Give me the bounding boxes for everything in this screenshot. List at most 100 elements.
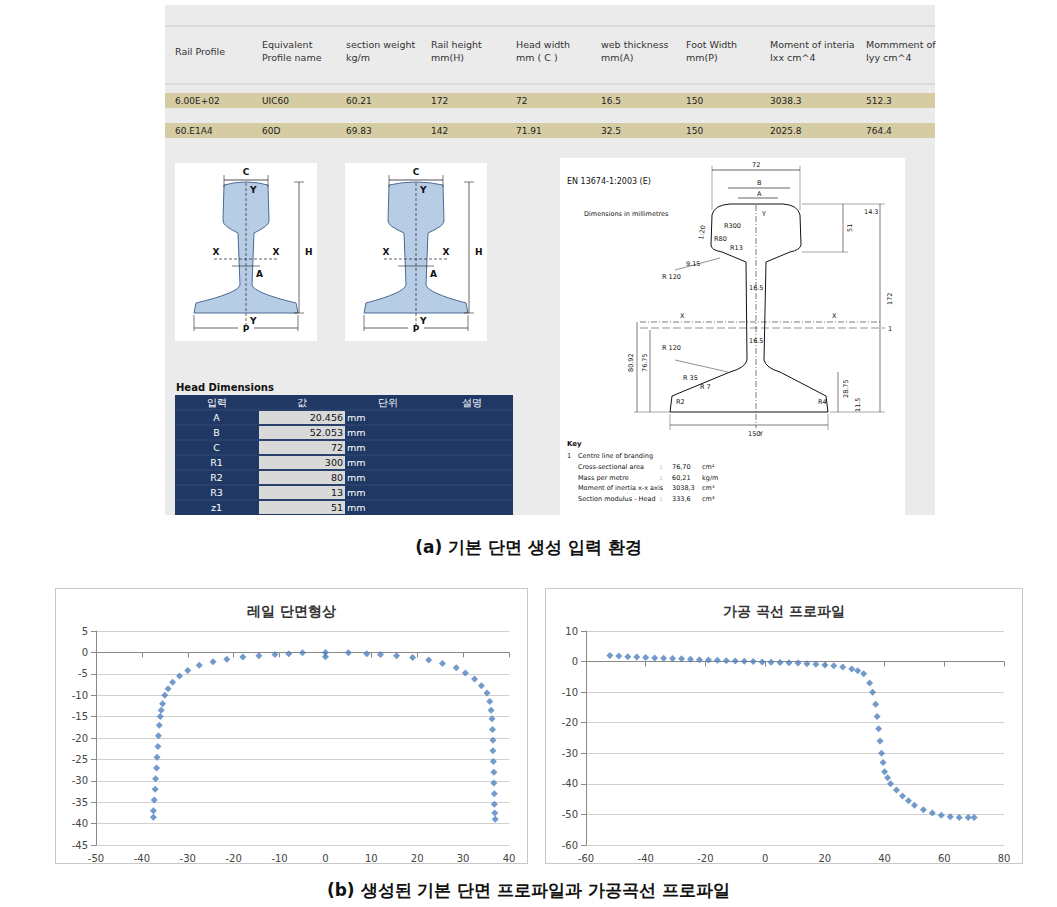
svg-text:-30: -30	[180, 853, 196, 864]
svg-text:76.75: 76.75	[641, 353, 649, 372]
svg-text:A: A	[430, 269, 437, 279]
svg-text:172: 172	[431, 96, 448, 106]
svg-text:60.21: 60.21	[346, 96, 372, 106]
svg-text:0: 0	[572, 656, 578, 667]
svg-text:0: 0	[322, 853, 328, 864]
svg-text:40: 40	[878, 853, 891, 864]
svg-text:3038.3: 3038.3	[770, 96, 802, 106]
svg-text:Y: Y	[249, 185, 257, 195]
svg-text:web thickness: web thickness	[601, 39, 669, 50]
svg-text:51: 51	[846, 224, 854, 232]
svg-text:C: C	[243, 167, 250, 177]
svg-text:6.00E+02: 6.00E+02	[175, 96, 220, 106]
svg-text:EN 13674-1:2003 (E): EN 13674-1:2003 (E)	[567, 177, 651, 186]
svg-text:단위: 단위	[378, 397, 398, 408]
svg-text:52.053: 52.053	[310, 427, 343, 438]
svg-text:P: P	[243, 324, 250, 334]
svg-text:Mass per metre: Mass per metre	[578, 474, 629, 482]
svg-text:30: 30	[457, 853, 470, 864]
svg-text:mm: mm	[347, 412, 366, 423]
svg-text:Ixx cm^4: Ixx cm^4	[770, 52, 816, 63]
svg-text:kg/m: kg/m	[702, 474, 718, 482]
svg-text:A: A	[256, 269, 263, 279]
svg-text:입력: 입력	[207, 397, 227, 408]
svg-text:20: 20	[411, 853, 424, 864]
svg-text:69.83: 69.83	[346, 126, 372, 136]
svg-text:Moment of inertia x-x axis: Moment of inertia x-x axis	[578, 484, 664, 492]
svg-text:80: 80	[998, 853, 1011, 864]
svg-text:B: B	[757, 179, 761, 187]
svg-text:H: H	[475, 247, 483, 257]
svg-text:142: 142	[431, 126, 448, 136]
svg-text:80.92: 80.92	[627, 353, 635, 372]
svg-text:cm⁴: cm⁴	[702, 484, 715, 492]
svg-text:-20: -20	[697, 853, 713, 864]
svg-text:2025.8: 2025.8	[770, 126, 802, 136]
svg-text:32.5: 32.5	[601, 126, 621, 136]
svg-text:R2: R2	[676, 398, 685, 406]
svg-text:14.3: 14.3	[864, 208, 878, 216]
svg-text:X: X	[383, 247, 390, 257]
svg-text:-40: -40	[72, 818, 88, 829]
svg-text:150: 150	[748, 430, 760, 438]
svg-text:mm: mm	[347, 442, 366, 453]
svg-text:Rail height: Rail height	[431, 39, 482, 50]
svg-text:Moment of interia: Moment of interia	[770, 39, 855, 50]
svg-text:설명: 설명	[462, 397, 482, 408]
svg-text:mm(H): mm(H)	[431, 52, 464, 63]
svg-text:R 7: R 7	[700, 383, 711, 391]
svg-text:172: 172	[886, 293, 894, 305]
svg-text:Equivalent: Equivalent	[262, 39, 313, 50]
svg-text:-15: -15	[72, 711, 88, 722]
svg-text:Iyy cm^4: Iyy cm^4	[866, 52, 912, 63]
svg-text:Head width: Head width	[516, 39, 570, 50]
svg-text:X: X	[680, 312, 685, 320]
svg-text:C: C	[413, 167, 420, 177]
svg-text:cm²: cm²	[702, 463, 715, 471]
svg-text:-30: -30	[72, 775, 88, 786]
svg-text:13: 13	[331, 487, 343, 498]
svg-text:150: 150	[686, 96, 703, 106]
svg-text:mm: mm	[347, 427, 366, 438]
svg-text:B: B	[213, 427, 220, 438]
svg-text:-60: -60	[562, 840, 578, 851]
svg-text:-20: -20	[225, 853, 241, 864]
svg-text:72: 72	[752, 161, 760, 169]
svg-text:레일 단면형상: 레일 단면형상	[247, 603, 336, 619]
svg-text:Key: Key	[567, 440, 582, 448]
svg-text:80: 80	[331, 472, 343, 483]
svg-text:76,70: 76,70	[672, 463, 691, 471]
svg-text:28.75: 28.75	[842, 379, 850, 398]
svg-text::: :	[660, 474, 662, 482]
svg-text:-10: -10	[72, 690, 88, 701]
svg-text:1:20: 1:20	[697, 225, 707, 241]
svg-text:3038,3: 3038,3	[672, 484, 695, 492]
svg-text:R 35: R 35	[683, 374, 698, 382]
svg-text:Rail Profile: Rail Profile	[175, 46, 225, 57]
svg-text:H: H	[305, 247, 313, 257]
svg-text:X: X	[832, 312, 837, 320]
svg-text:R 120: R 120	[662, 344, 681, 352]
svg-text::: :	[660, 495, 662, 503]
svg-text:-40: -40	[562, 778, 578, 789]
svg-text:section weight: section weight	[346, 39, 416, 50]
svg-text:0: 0	[82, 647, 88, 658]
svg-text:-50: -50	[562, 809, 578, 820]
svg-text:mm(A): mm(A)	[601, 52, 633, 63]
svg-text:R13: R13	[730, 244, 743, 252]
svg-text:Dimensions in millimetres: Dimensions in millimetres	[584, 210, 669, 218]
svg-text:72: 72	[516, 96, 527, 106]
svg-text:mm ( C ): mm ( C )	[516, 52, 558, 63]
svg-text:-25: -25	[72, 754, 88, 765]
svg-text:512.3: 512.3	[866, 96, 892, 106]
svg-text:Centre line of branding: Centre line of branding	[578, 452, 653, 460]
svg-text:값: 값	[297, 397, 307, 408]
svg-text:16.5: 16.5	[749, 337, 763, 345]
svg-text:Y: Y	[419, 185, 427, 195]
svg-text:72: 72	[331, 442, 343, 453]
svg-text:5: 5	[82, 626, 88, 637]
svg-text:0: 0	[762, 853, 768, 864]
svg-text:X: X	[273, 247, 280, 257]
svg-text:10: 10	[365, 853, 378, 864]
svg-text:-60: -60	[578, 853, 594, 864]
